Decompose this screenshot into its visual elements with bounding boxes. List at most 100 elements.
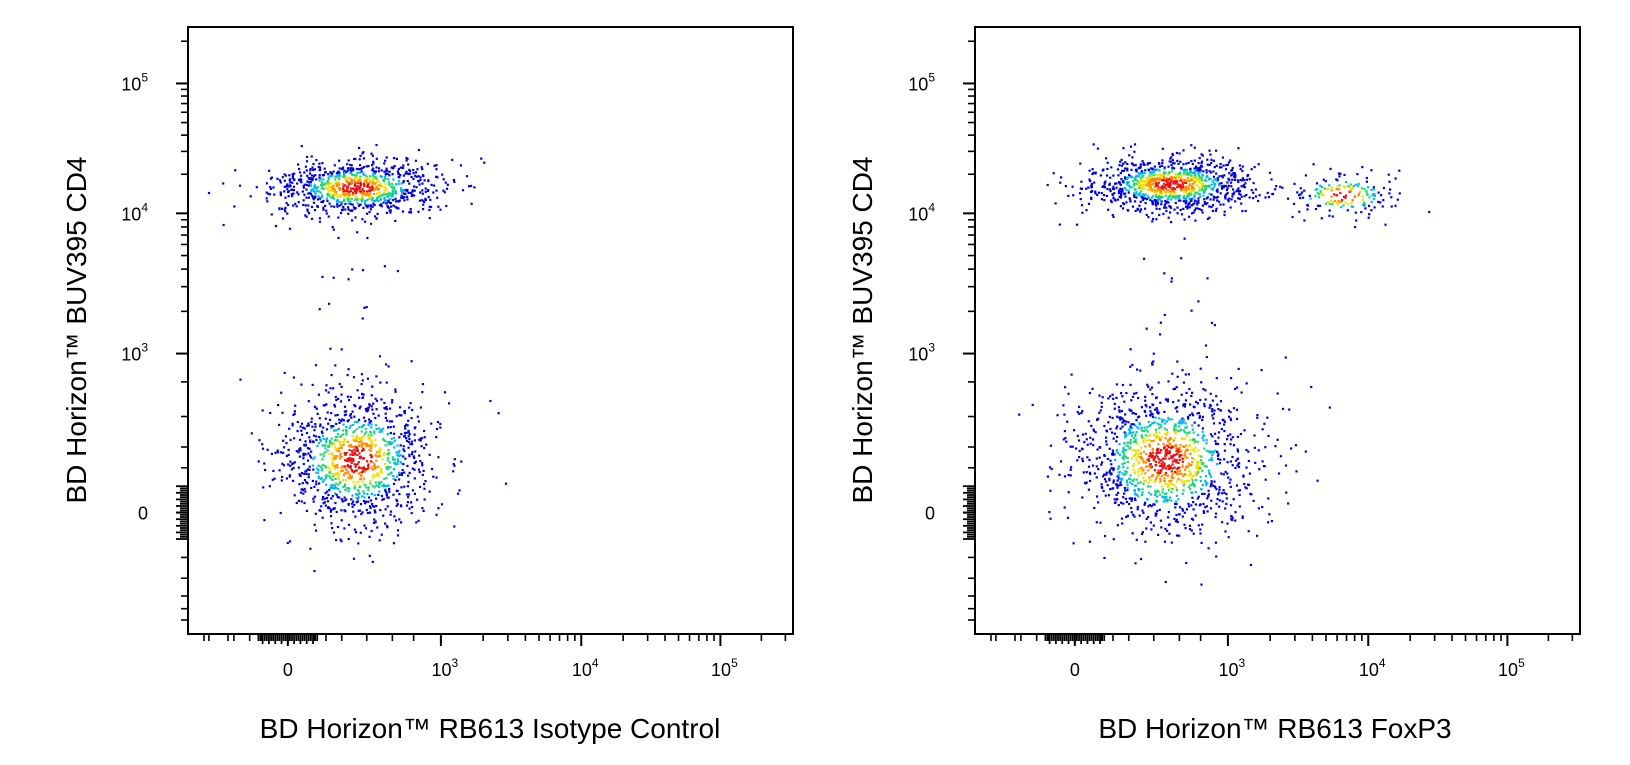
- event-dot: [1169, 157, 1172, 160]
- event-dot: [1234, 387, 1237, 390]
- event-dot: [1176, 470, 1179, 473]
- event-dot: [1174, 196, 1177, 199]
- event-dot: [386, 408, 389, 411]
- event-dot: [421, 182, 424, 185]
- event-dot: [1090, 197, 1093, 201]
- event-dot: [1229, 206, 1232, 209]
- event-dot: [1156, 409, 1159, 412]
- event-dot: [310, 205, 314, 208]
- event-dot: [1353, 196, 1356, 199]
- event-dot: [368, 175, 372, 178]
- event-dot: [1140, 532, 1144, 535]
- event-dot: [403, 412, 406, 415]
- event-dot: [1160, 459, 1163, 462]
- x-axis-ticks: [990, 634, 1574, 646]
- event-dot: [1144, 399, 1147, 402]
- event-dot: [1147, 505, 1150, 508]
- event-dot: [343, 169, 346, 172]
- event-dot: [347, 208, 350, 211]
- event-dot: [406, 424, 409, 427]
- event-dot: [277, 404, 280, 407]
- event-dot: [1157, 472, 1160, 475]
- event-dot: [402, 463, 405, 466]
- event-dot: [1207, 493, 1210, 496]
- event-dot: [1341, 199, 1344, 202]
- event-dot: [1370, 188, 1373, 192]
- event-dot: [1133, 462, 1136, 465]
- event-dot: [1198, 178, 1201, 182]
- event-dot: [325, 384, 328, 387]
- event-dot: [310, 155, 313, 158]
- event-dot: [379, 183, 382, 186]
- event-dot: [312, 441, 315, 444]
- event-dot: [332, 276, 335, 279]
- event-dot: [312, 500, 315, 503]
- event-dot: [1190, 187, 1193, 190]
- event-dot: [342, 486, 345, 489]
- event-dot: [1117, 192, 1121, 195]
- event-dot: [432, 184, 436, 187]
- event-dot: [349, 424, 352, 427]
- event-dot: [330, 425, 333, 428]
- event-dot: [1161, 496, 1165, 499]
- event-dot: [372, 412, 375, 415]
- event-dot: [333, 485, 337, 488]
- event-dot: [1060, 460, 1063, 463]
- event-dot: [1185, 435, 1189, 438]
- event-dot: [1149, 423, 1152, 427]
- event-dot: [1178, 513, 1181, 516]
- event-dot: [1181, 481, 1184, 484]
- event-dot: [345, 425, 348, 428]
- event-dot: [331, 452, 334, 455]
- event-dot: [234, 169, 237, 172]
- event-dot: [388, 420, 391, 423]
- event-dot: [443, 391, 447, 394]
- event-dot: [1124, 167, 1127, 170]
- event-dot: [319, 423, 322, 426]
- event-dot: [358, 437, 361, 440]
- event-dot: [1232, 188, 1235, 191]
- event-dot: [1202, 439, 1205, 442]
- event-dot: [420, 437, 424, 440]
- event-dot: [239, 378, 242, 381]
- event-dot: [1141, 458, 1144, 461]
- event-dot: [361, 195, 364, 198]
- event-dot: [1133, 192, 1136, 195]
- event-dot: [1090, 196, 1093, 199]
- event-dot: [1176, 520, 1179, 524]
- event-dot: [387, 200, 390, 203]
- event-dot: [1223, 449, 1226, 452]
- event-dot: [351, 470, 354, 473]
- event-dot: [1163, 172, 1166, 175]
- event-dot: [391, 173, 394, 176]
- event-dot: [1145, 213, 1148, 216]
- event-dot: [1190, 448, 1193, 451]
- event-dot: [396, 534, 400, 537]
- event-dot: [1202, 184, 1205, 187]
- event-dot: [1180, 419, 1183, 422]
- event-dot: [365, 194, 368, 197]
- event-dot: [367, 424, 370, 427]
- event-dot: [1214, 432, 1217, 435]
- event-dot: [350, 469, 353, 472]
- event-dot: [375, 428, 378, 431]
- event-dot: [349, 172, 352, 175]
- event-dot: [335, 398, 338, 402]
- event-dot: [1201, 211, 1204, 214]
- event-dot: [1111, 449, 1114, 452]
- event-dot: [296, 191, 299, 194]
- event-dot: [1154, 202, 1157, 206]
- event-dot: [349, 209, 352, 212]
- event-dot: [358, 396, 361, 399]
- event-dot: [1121, 395, 1124, 398]
- event-dot: [1135, 449, 1138, 452]
- event-dot: [1208, 192, 1211, 195]
- event-dot: [342, 205, 345, 208]
- event-dot: [435, 189, 438, 192]
- event-dot: [1183, 195, 1186, 198]
- event-dot: [1201, 160, 1204, 163]
- event-dot: [1156, 456, 1159, 459]
- event-dot: [1149, 198, 1152, 201]
- event-dot: [1284, 464, 1288, 467]
